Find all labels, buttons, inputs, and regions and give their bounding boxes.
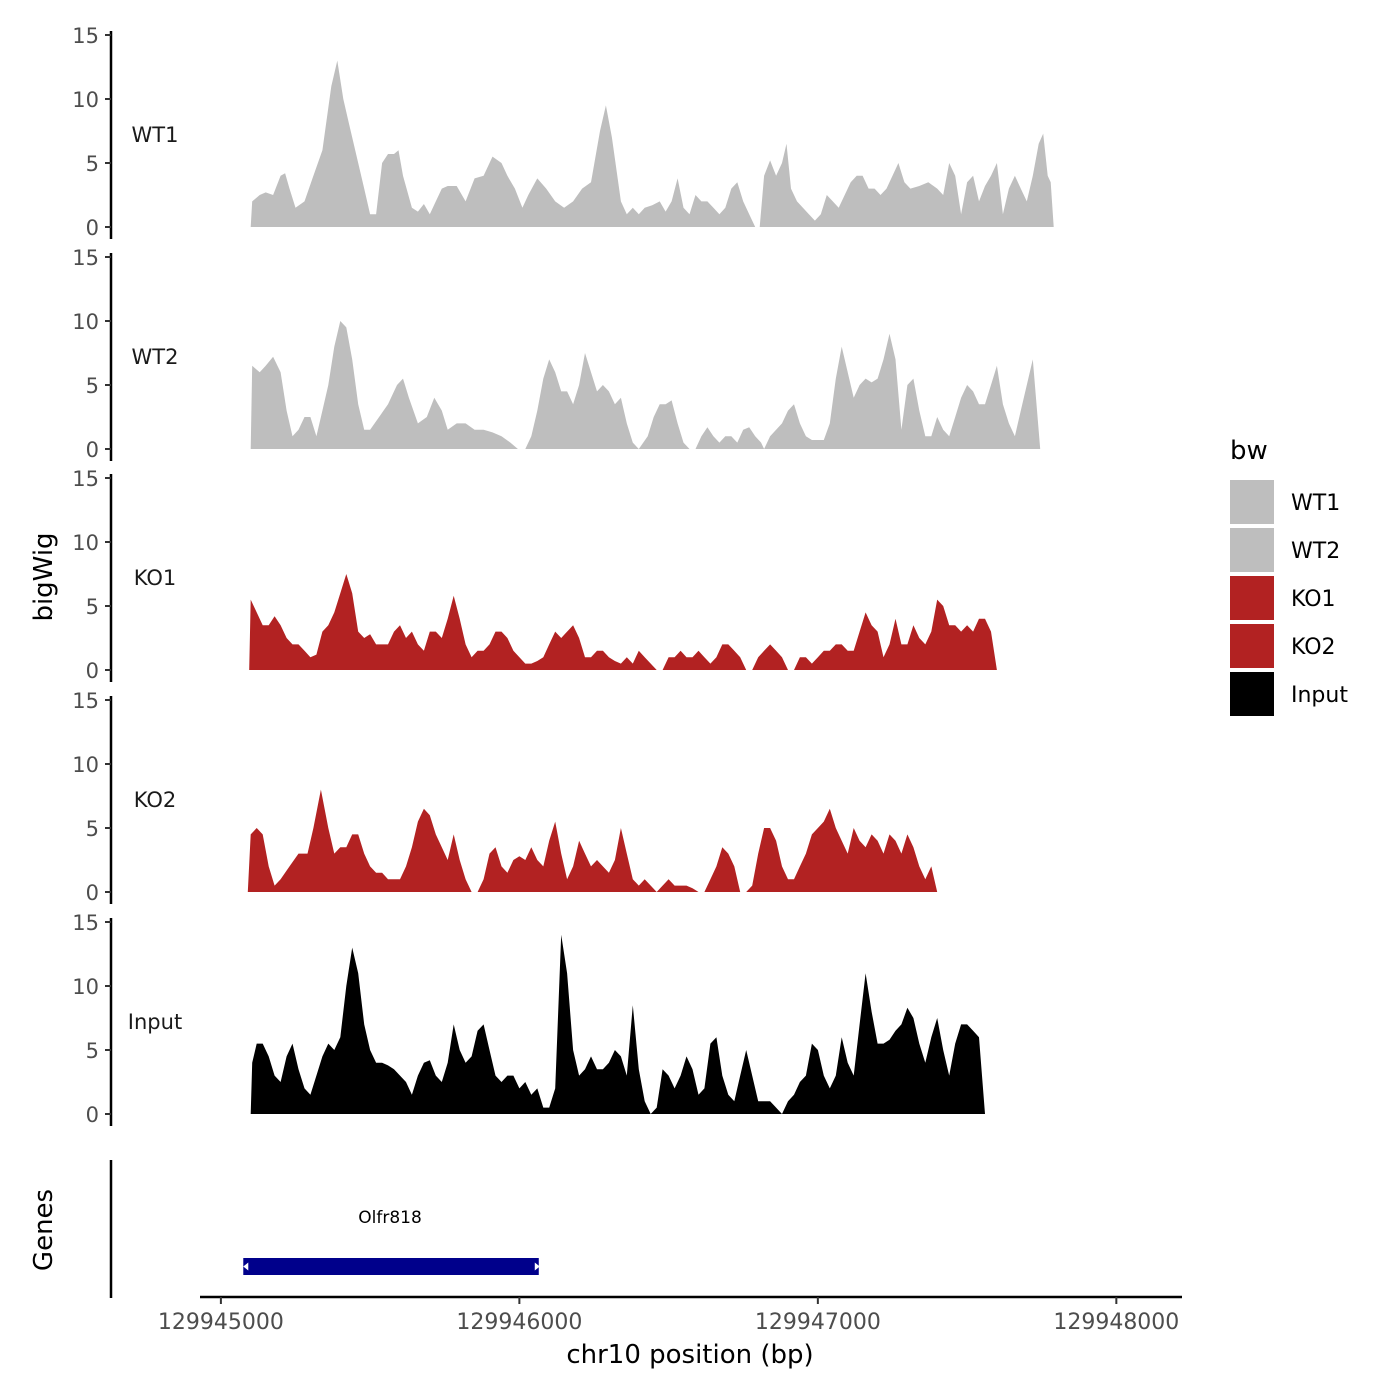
track-label-ko2: KO2: [134, 788, 177, 812]
coverage-area-ko2: [247, 789, 938, 892]
y-tick-label-input-0: 0: [86, 1103, 99, 1127]
y-tick-label-ko1-10: 10: [72, 531, 99, 555]
y-tick-label-ko1-0: 0: [86, 659, 99, 683]
y-tick-label-ko2-15: 15: [72, 689, 99, 713]
track-label-ko1: KO1: [134, 566, 177, 590]
genes-axis-title: Genes: [29, 1189, 59, 1271]
track-ko2: 0 5 10 15 KO2: [72, 689, 938, 905]
legend-key-wt2: [1230, 528, 1274, 572]
y-tick-label-input-15: 15: [72, 911, 99, 935]
legend-key-ko1: [1230, 576, 1274, 620]
coverage-area-ko1: [249, 574, 997, 670]
legend-key-ko2: [1230, 624, 1274, 668]
track-wt1: 0 5 10 15 WT1: [72, 24, 1054, 240]
track-label-input: Input: [128, 1010, 182, 1034]
legend-label-ko2: KO2: [1291, 635, 1336, 660]
y-tick-label-ko1-15: 15: [72, 467, 99, 491]
y-tick-label-wt1-0: 0: [86, 216, 99, 240]
legend-label-input: Input: [1291, 683, 1348, 708]
y-tick-label-ko2-5: 5: [86, 817, 99, 841]
y-tick-label-ko2-10: 10: [72, 753, 99, 777]
coverage-area-wt1: [250, 60, 1054, 227]
x-axis: 129945000 129946000 129947000 129948000: [158, 1295, 1182, 1335]
tracks-layer: 0 5 10 15 WT1 0 5 10 15 WT2 0 5 10 15 KO1 0 5 10 15 KO2 0 5 10…: [72, 24, 1054, 1127]
genes-layer: Olfr818: [109, 1160, 540, 1298]
y-tick-label-ko1-5: 5: [86, 595, 99, 619]
legend-label-wt2: WT2: [1291, 539, 1340, 564]
y-tick-label-input-10: 10: [72, 975, 99, 999]
y-tick-label-wt2-0: 0: [86, 438, 99, 462]
y-tick-label-wt2-15: 15: [72, 246, 99, 270]
legend-key-input: [1230, 672, 1274, 716]
y-tick-label-input-5: 5: [86, 1039, 99, 1063]
coverage-area-wt2: [250, 321, 1041, 449]
track-label-wt1: WT1: [132, 123, 179, 147]
legend-key-wt1: [1230, 480, 1274, 524]
y-tick-label-wt1-15: 15: [72, 24, 99, 48]
coverage-area-input: [250, 934, 985, 1114]
legend-label-wt1: WT1: [1291, 491, 1340, 516]
track-wt2: 0 5 10 15 WT2: [72, 246, 1041, 462]
x-tick-label-129947000: 129947000: [755, 1310, 881, 1335]
x-axis-title: chr10 position (bp): [566, 1340, 813, 1370]
track-input: 0 5 10 15 Input: [72, 911, 985, 1127]
gene-body-olfr818: [243, 1258, 539, 1275]
track-label-wt2: WT2: [132, 345, 179, 369]
x-tick-label-129945000: 129945000: [158, 1310, 284, 1335]
x-tick-label-129946000: 129946000: [456, 1310, 582, 1335]
x-tick-label-129948000: 129948000: [1053, 1310, 1179, 1335]
y-axis-title: bigWig: [29, 532, 59, 621]
legend-title: bw: [1230, 436, 1268, 466]
track-ko1: 0 5 10 15 KO1: [72, 467, 997, 683]
y-tick-label-wt2-10: 10: [72, 310, 99, 334]
y-tick-label-ko2-0: 0: [86, 881, 99, 905]
y-tick-label-wt1-10: 10: [72, 88, 99, 112]
gene-olfr818: Olfr818: [243, 1208, 540, 1275]
legend-label-ko1: KO1: [1291, 587, 1336, 612]
y-tick-label-wt2-5: 5: [86, 374, 99, 398]
gene-label-olfr818: Olfr818: [358, 1208, 422, 1228]
legend: bw WT1 WT2 KO1 KO2 Input: [1230, 436, 1348, 716]
y-tick-label-wt1-5: 5: [86, 152, 99, 176]
